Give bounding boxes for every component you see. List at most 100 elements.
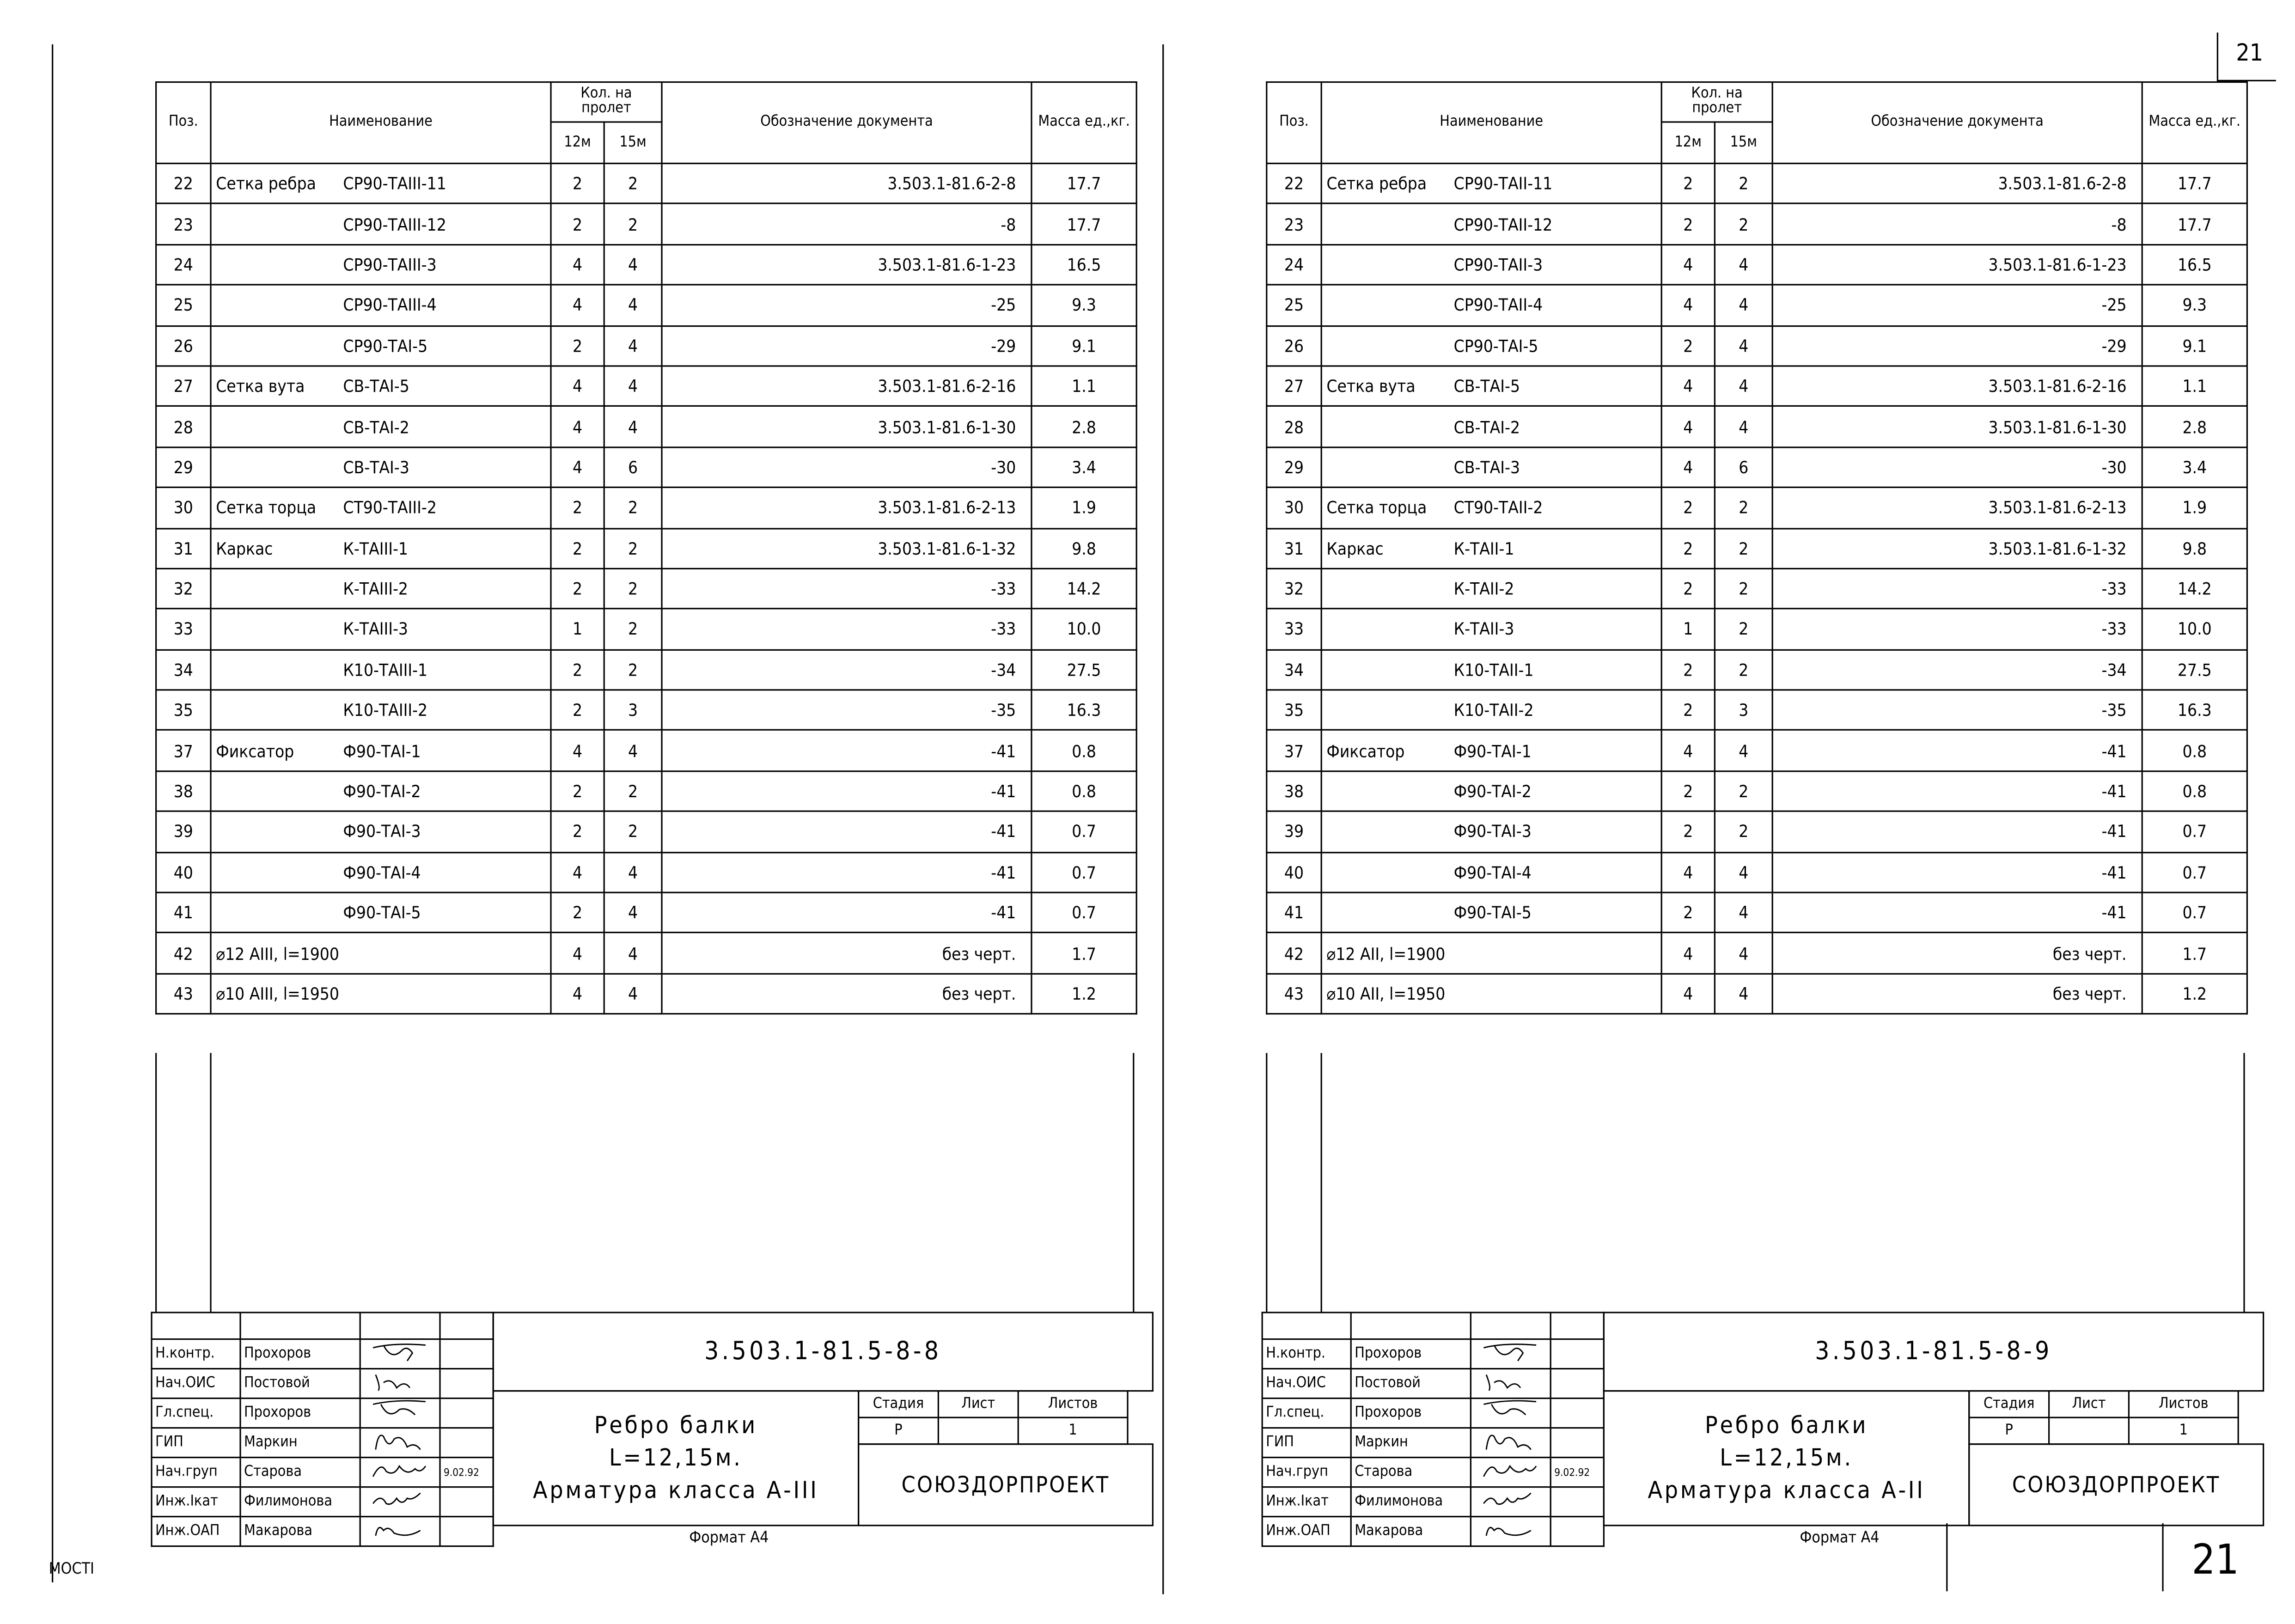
- title-line: L=12,15м.: [609, 1443, 743, 1471]
- cell-pos: 38: [155, 770, 212, 812]
- name-mark: К10-ТАIII-1: [343, 659, 428, 680]
- cell-qty-15m: 2: [603, 162, 663, 205]
- cell-doc: -25: [661, 284, 1032, 326]
- cell-qty-15m: 4: [1714, 405, 1773, 448]
- name-mark: К-ТАII-2: [1453, 578, 1514, 599]
- drawing-title: Ребро балки L=12,15м. Арматура класса А-…: [492, 1390, 860, 1526]
- cell-mass: 9.1: [2141, 324, 2248, 367]
- name-mark: К-ТАIII-3: [343, 619, 408, 640]
- cell-pos: 43: [155, 972, 212, 1015]
- signer-name: Филимонова: [1350, 1486, 1472, 1518]
- name-mark: К10-ТАII-1: [1453, 659, 1534, 680]
- cell-qty-12m: 4: [1660, 244, 1716, 286]
- cell-doc: -41: [661, 770, 1032, 812]
- cell-name: Сетка вута СВ-ТАI-5: [210, 365, 552, 408]
- organization: СОЮЗДОРПРОЕКТ: [1968, 1443, 2264, 1526]
- cell-pos: 33: [155, 608, 212, 651]
- cell-mass: 2.8: [1031, 405, 1137, 448]
- cell-pos: 43: [1266, 972, 1322, 1015]
- table-row: 28 СВ-ТАI-2 4 4 3.503.1-81.6-1-30 2.8: [155, 405, 1137, 448]
- cell-mass: 17.7: [1031, 203, 1137, 245]
- table-row: 28 СВ-ТАI-2 4 4 3.503.1-81.6-1-30 2.8: [1266, 405, 2248, 448]
- cell-qty-12m: 4: [1660, 972, 1716, 1015]
- cell-name: К-ТАII-3: [1320, 608, 1662, 651]
- cell-qty-12m: 2: [1660, 324, 1716, 367]
- cell-mass: 1.7: [2141, 932, 2248, 975]
- cell-name: К-ТАIII-3: [210, 608, 552, 651]
- cell-qty-15m: 4: [1714, 932, 1773, 975]
- signer-role: Нач.груп: [1261, 1457, 1352, 1488]
- table-row: 39 Ф90-ТАI-3 2 2 -41 0.7: [1266, 811, 2248, 853]
- cell-qty-15m: 4: [603, 405, 663, 448]
- page-number-bottom: 21: [2191, 1535, 2239, 1584]
- signer-name: Постовой: [1350, 1368, 1472, 1399]
- sign-date: 9.02.92: [1550, 1457, 1605, 1488]
- cell-pos: 31: [1266, 527, 1322, 569]
- cell-qty-15m: 2: [1714, 568, 1773, 610]
- cell-doc: -35: [1771, 689, 2143, 732]
- cell-pos: 38: [1266, 770, 1322, 812]
- name-mark: СВ-ТАI-2: [1453, 416, 1520, 437]
- cell-pos: 42: [155, 932, 212, 975]
- sheet-value: [937, 1416, 1019, 1445]
- signer-role: Гл.спец.: [151, 1398, 241, 1429]
- signer-role: Н.контр.: [1261, 1338, 1352, 1370]
- left-margin-line: [52, 44, 54, 1582]
- organization: СОЮЗДОРПРОЕКТ: [858, 1443, 1154, 1526]
- sign-date: [439, 1486, 494, 1518]
- cell-pos: 35: [1266, 689, 1322, 732]
- header-qty: Кол. на пролет: [550, 81, 663, 123]
- cell-doc: без черт.: [1771, 972, 2143, 1015]
- cell-pos: 22: [1266, 162, 1322, 205]
- cell-mass: 16.5: [1031, 244, 1137, 286]
- title-line: Ребро балки: [1705, 1410, 1868, 1439]
- divider: [2216, 79, 2276, 81]
- name-mark: К10-ТАII-2: [1453, 700, 1534, 721]
- table-row: 37 Фиксатор Ф90-ТАI-1 4 4 -41 0.8: [1266, 730, 2248, 772]
- signer-row: Инж.Iкат Филимонова: [151, 1486, 494, 1518]
- cell-qty-12m: 2: [1660, 689, 1716, 732]
- stage-table: Стадия Лист Листов Р 1: [1968, 1390, 2239, 1445]
- center-fold-line: [1162, 44, 1164, 1594]
- sign-date: [1550, 1486, 1605, 1518]
- cell-name: Фиксатор Ф90-ТАI-1: [1320, 730, 1662, 772]
- cell-mass: 3.4: [1031, 446, 1137, 488]
- signature: [1470, 1338, 1551, 1370]
- cell-pos: 25: [1266, 284, 1322, 326]
- table-row: 41 Ф90-ТАI-5 2 4 -41 0.7: [155, 891, 1137, 934]
- cell-doc: -41: [1771, 730, 2143, 772]
- name-mark: СР90-ТАI-5: [1453, 335, 1538, 356]
- cell-doc: -35: [661, 689, 1032, 732]
- cell-pos: 32: [1266, 568, 1322, 610]
- cell-mass: 0.7: [1031, 811, 1137, 853]
- sign-date: [1550, 1427, 1605, 1459]
- cell-mass: 10.0: [2141, 608, 2248, 651]
- cell-mass: 0.7: [2141, 811, 2248, 853]
- name-prefix: Сетка ребра: [216, 173, 316, 194]
- cell-pos: 22: [155, 162, 212, 205]
- header-name: Наименование: [210, 81, 552, 165]
- cell-mass: 14.2: [1031, 568, 1137, 610]
- cell-qty-15m: 6: [1714, 446, 1773, 488]
- cell-pos: 28: [1266, 405, 1322, 448]
- table-row: 42 ⌀12 АIII, l=1900 4 4 без черт. 1.7: [155, 932, 1137, 975]
- signature: [1470, 1457, 1551, 1488]
- cell-qty-12m: 2: [1660, 891, 1716, 934]
- cell-pos: 27: [1266, 365, 1322, 408]
- table-row: 35 К10-ТАII-2 2 3 -35 16.3: [1266, 689, 2248, 732]
- cell-qty-12m: 2: [550, 811, 605, 853]
- table-row: 31 Каркас К-ТАII-1 2 2 3.503.1-81.6-1-32 …: [1266, 527, 2248, 569]
- table-row: 27 Сетка вута СВ-ТАI-5 4 4 3.503.1-81.6-2…: [1266, 365, 2248, 408]
- cell-pos: 37: [1266, 730, 1322, 772]
- signature: [359, 1486, 441, 1518]
- cell-mass: 16.3: [1031, 689, 1137, 732]
- cell-qty-15m: 2: [603, 811, 663, 853]
- cell-qty-15m: 2: [1714, 648, 1773, 691]
- cell-doc: -41: [661, 851, 1032, 893]
- cell-doc: 3.503.1-81.6-2-16: [1771, 365, 2143, 408]
- cell-name: Ф90-ТАI-4: [210, 851, 552, 893]
- cell-qty-15m: 4: [603, 851, 663, 893]
- table-row: 38 Ф90-ТАI-2 2 2 -41 0.8: [1266, 770, 2248, 812]
- cell-qty-15m: 2: [1714, 608, 1773, 651]
- cell-name: Сетка торца СТ90-ТАIII-2: [210, 487, 552, 529]
